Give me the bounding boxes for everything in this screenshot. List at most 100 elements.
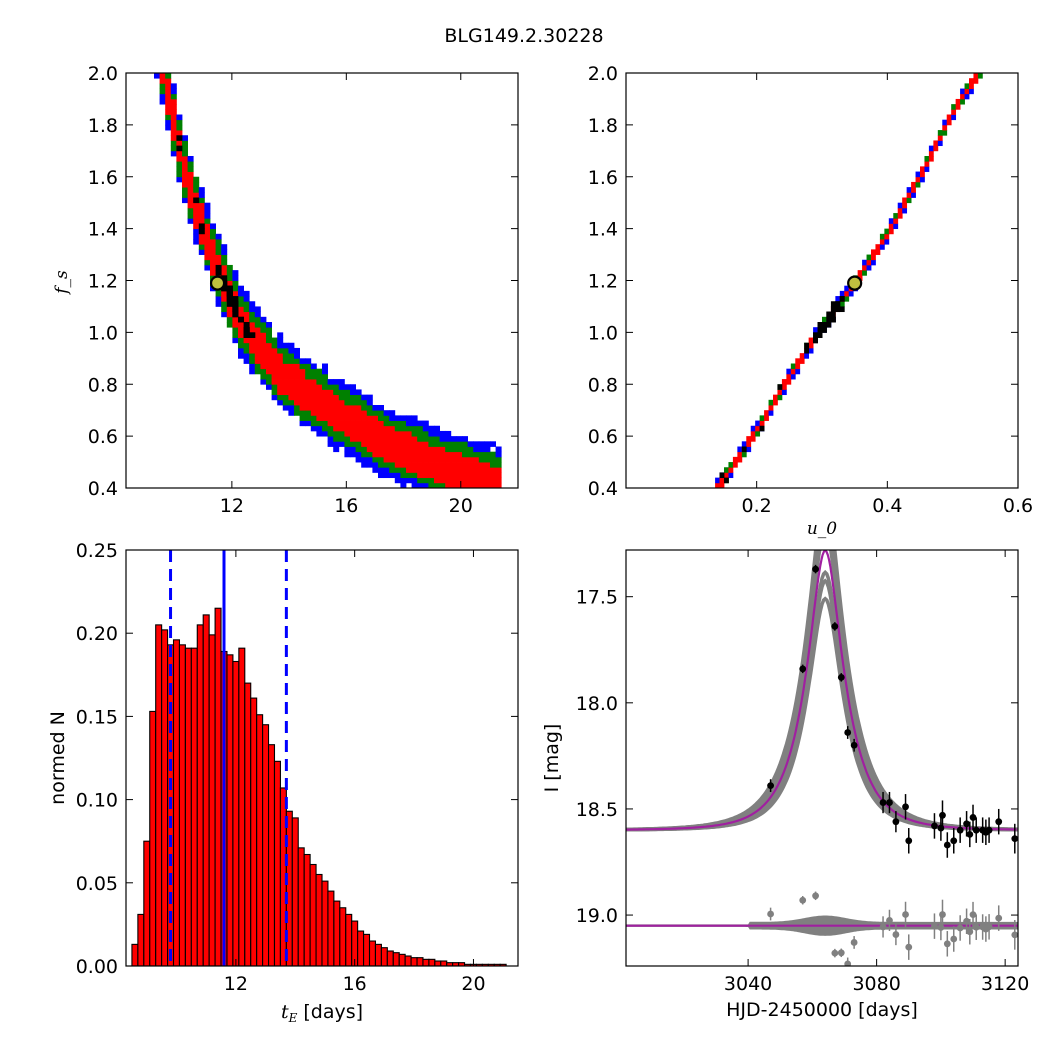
heatmap-cell — [750, 425, 756, 432]
data-point — [950, 837, 958, 845]
heatmap-cell — [355, 456, 362, 463]
heatmap-cell — [355, 451, 362, 458]
heatmap-cell — [862, 270, 867, 276]
heatmap-cell — [400, 462, 407, 468]
heatmap-cell — [946, 119, 952, 126]
heatmap-cell — [294, 368, 300, 375]
heatmap-cell — [338, 384, 345, 390]
heatmap-cell — [911, 187, 916, 193]
heatmap-cell — [266, 368, 272, 375]
heatmap-cell — [327, 384, 334, 390]
histogram-bar — [155, 624, 163, 966]
heatmap-cell — [260, 373, 267, 380]
heatmap-cell — [338, 420, 345, 427]
heatmap-cell — [808, 337, 814, 344]
heatmap-cell — [226, 306, 233, 313]
heatmap-cell — [484, 482, 491, 488]
heatmap-cell — [467, 456, 474, 463]
heatmap-cell — [288, 342, 295, 349]
heatmap-cell — [378, 462, 384, 468]
heatmap-cell — [316, 410, 323, 416]
heatmap-cell — [327, 389, 334, 396]
heatmap-cell — [724, 467, 729, 473]
heatmap-cell — [884, 228, 890, 235]
heatmap-cell — [786, 368, 792, 375]
heatmap-cell — [243, 358, 250, 364]
heatmap-cell — [254, 322, 261, 328]
y-tick-label: 1.2 — [588, 271, 618, 293]
heatmap-cell — [338, 436, 345, 442]
heatmap-cell — [305, 405, 312, 411]
x-tick-label: 20 — [461, 973, 485, 995]
heatmap-cell — [266, 373, 272, 380]
residual-point — [956, 924, 964, 932]
heatmap-cell — [333, 389, 340, 396]
heatmap-cell — [422, 467, 429, 473]
heatmap-cell — [428, 436, 435, 442]
heatmap-cell — [266, 342, 272, 349]
heatmap-cell — [484, 467, 491, 473]
heatmap-cell — [366, 451, 373, 458]
heatmap-core-cell — [839, 306, 845, 313]
heatmap-cell — [243, 306, 250, 313]
heatmap-cell — [445, 441, 452, 447]
heatmap-cell — [305, 410, 312, 416]
heatmap-cell — [478, 441, 485, 447]
heatmap-cell — [361, 410, 368, 416]
heatmap-cell — [260, 368, 267, 375]
y-tick-label: 0.00 — [76, 956, 118, 978]
heatmap-cell — [389, 430, 396, 437]
heatmap-cell — [750, 430, 756, 437]
heatmap-cell — [473, 467, 480, 473]
heatmap-cell — [924, 161, 930, 167]
heatmap-cell — [389, 425, 396, 432]
heatmap-cell — [928, 156, 934, 162]
data-point — [943, 841, 951, 849]
heatmap-cell — [204, 239, 211, 245]
x-tick-label: 20 — [449, 495, 473, 517]
heatmap-cell — [310, 415, 317, 421]
heatmap-cell — [350, 420, 356, 427]
y-tick-label: 0.05 — [76, 873, 118, 895]
data-point — [812, 565, 819, 573]
heatmap-cell — [210, 254, 216, 261]
heatmap-cell — [254, 368, 261, 375]
heatmap-cell — [221, 244, 228, 250]
heatmap-cell — [897, 207, 903, 214]
x-tick-label: 16 — [334, 495, 358, 517]
heatmap-cell — [327, 379, 334, 385]
heatmap-cell — [866, 254, 872, 261]
y-tick-label: 18.0 — [576, 693, 618, 715]
heatmap-cell — [165, 78, 172, 84]
heatmap-cell — [204, 254, 211, 261]
heatmap-cell — [804, 353, 810, 359]
heatmap-cell — [372, 430, 379, 437]
histogram-bar — [262, 724, 270, 966]
heatmap-cell — [428, 441, 435, 447]
x-axis-label: u_0 — [807, 519, 837, 539]
heatmap-core-cell — [176, 145, 183, 152]
residual-point — [931, 922, 938, 930]
heatmap-cell — [277, 353, 284, 359]
heatmap-cell — [182, 145, 188, 152]
heatmap-cell — [299, 389, 306, 396]
heatmap-cell — [310, 368, 317, 375]
heatmap-cell — [372, 441, 379, 447]
heatmap-cell — [411, 420, 418, 427]
heatmap-cell — [484, 456, 491, 463]
heatmap-cell — [226, 316, 233, 323]
heatmap-cell — [176, 140, 183, 147]
axis-ticks: 3040 3080 3120 17.5 18.0 18.5 19.0 — [576, 550, 1029, 995]
heatmap-cell — [361, 441, 368, 447]
heatmap-cell — [450, 451, 457, 458]
heatmap-cell — [198, 239, 205, 245]
heatmap-cell — [857, 270, 863, 276]
heatmap-cell — [249, 322, 256, 328]
heatmap-cell — [366, 441, 373, 447]
heatmap-cell — [741, 441, 747, 447]
heatmap-cell — [790, 368, 796, 375]
heatmap-cell — [417, 472, 424, 479]
heatmap-cell — [288, 399, 295, 406]
heatmap-cell — [238, 285, 244, 292]
fs-vs-u0-heatmap — [715, 73, 983, 488]
